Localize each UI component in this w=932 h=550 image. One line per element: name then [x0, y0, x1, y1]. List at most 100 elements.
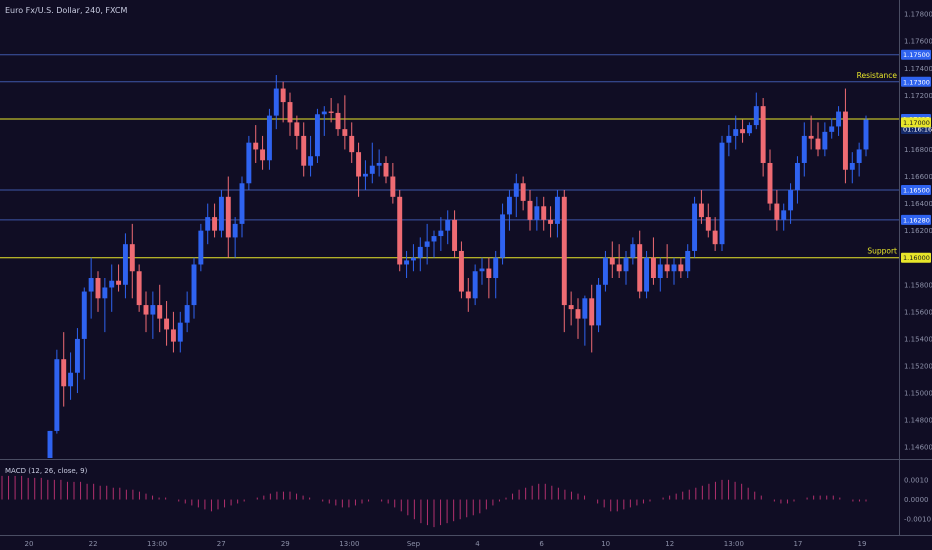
candle-body — [746, 125, 752, 134]
candle-body — [369, 165, 375, 174]
candle-body — [568, 305, 574, 310]
candle-body — [664, 264, 670, 272]
candle-body — [417, 246, 423, 258]
macd-tick-label: -0.0010 — [904, 516, 931, 524]
candle-body — [829, 126, 835, 132]
candle-body — [534, 206, 540, 220]
candle-body — [280, 88, 286, 103]
candle-body — [630, 244, 636, 258]
candle-body — [88, 278, 94, 292]
candle-body — [849, 162, 855, 170]
candle-body — [856, 149, 862, 163]
candle-body — [740, 129, 746, 134]
candle-body — [232, 223, 238, 238]
candle-body — [321, 111, 327, 115]
candle-body — [150, 305, 156, 315]
candle-body — [356, 152, 362, 177]
candle-body — [109, 280, 115, 288]
candle-body — [493, 257, 499, 279]
candle-body — [541, 206, 547, 220]
level-price-badge-bg — [901, 185, 931, 196]
candle-body — [719, 142, 725, 245]
price-tick-label: 1.17200 — [904, 92, 932, 100]
macd-histogram — [1, 475, 867, 528]
support-price-badge-bg — [901, 252, 931, 263]
time-tick-label: 13:00 — [724, 540, 744, 548]
candle-body — [438, 230, 444, 237]
candle-body — [486, 268, 492, 279]
candle-body — [294, 122, 300, 136]
candle-body — [143, 305, 149, 315]
resistance-price-badge: 1.17000 — [903, 119, 930, 127]
price-tick-label: 1.17400 — [904, 65, 932, 73]
candle-body — [698, 203, 704, 218]
level-price-badge-bg — [901, 214, 931, 225]
candle-body — [68, 372, 74, 387]
candle-body — [452, 219, 458, 251]
horizontal-levels: Resistance Support — [0, 54, 899, 259]
time-tick-label: 10 — [601, 540, 610, 548]
price-tick-label: 1.16600 — [904, 173, 932, 181]
candle-body — [328, 111, 334, 113]
time-tick-label: 29 — [281, 540, 290, 548]
candle-body — [685, 250, 691, 272]
candle-body — [774, 203, 780, 220]
candle-body — [95, 278, 101, 299]
candle-body — [390, 176, 396, 197]
candle-body — [616, 264, 622, 272]
candle-body — [479, 268, 485, 272]
candle-body — [733, 129, 739, 136]
candle-body — [287, 102, 293, 123]
level-price-badge-bg — [901, 76, 931, 87]
candle-body — [788, 190, 794, 211]
candle-body — [308, 156, 314, 166]
price-axis[interactable]: 1.17800 1.17600 1.17400 1.17200 1.16800 1.166… — [904, 11, 932, 452]
candle-body — [177, 322, 183, 342]
candle-body — [794, 162, 800, 191]
time-tick-label: Sep — [407, 540, 421, 548]
candle-body — [527, 200, 533, 220]
candle-body — [164, 318, 170, 330]
time-tick-label: 13:00 — [147, 540, 167, 548]
candle-body — [225, 196, 231, 238]
time-tick-label: 6 — [539, 540, 544, 548]
candle-body — [513, 183, 519, 197]
time-tick-label: 22 — [89, 540, 98, 548]
time-tick-label: 20 — [25, 540, 34, 548]
candle-body — [657, 264, 663, 279]
price-tick-label: 1.17600 — [904, 38, 932, 46]
time-tick-label: 17 — [793, 540, 802, 548]
candle-body — [122, 244, 128, 285]
candle-body — [136, 271, 142, 306]
support-price-badge: 1.16000 — [903, 254, 930, 262]
candle-body — [548, 219, 554, 224]
candle-body — [205, 217, 211, 231]
level-price-badge: 1.16500 — [903, 187, 930, 195]
candle-body — [554, 196, 560, 224]
price-tick-label: 1.17800 — [904, 11, 932, 19]
candle-body — [637, 244, 643, 292]
macd-axis[interactable]: 0.0010 0.0000 -0.0010 — [904, 476, 931, 523]
candle-body — [74, 338, 80, 373]
candle-body — [678, 264, 684, 272]
candle-body — [404, 260, 410, 265]
level-price-badge: 1.16280 — [903, 216, 930, 224]
level-name-label: Support — [867, 247, 897, 256]
candle-body — [362, 173, 368, 177]
candle-body — [458, 250, 464, 292]
candle-body — [520, 183, 526, 201]
time-tick-label: 27 — [217, 540, 226, 548]
candle-body — [116, 280, 122, 285]
level-name-label: Resistance — [857, 71, 898, 80]
time-tick-label: 13:00 — [339, 540, 359, 548]
price-tick-label: 1.15600 — [904, 308, 932, 316]
price-tick-label: 1.15200 — [904, 362, 932, 370]
time-axis[interactable]: 20 22 13:00 27 29 13:00 Sep 4 6 10 12 13:00 17 19 — [25, 540, 867, 548]
candle-body — [808, 135, 814, 139]
candle-body — [376, 162, 382, 166]
candle-body — [54, 359, 60, 431]
candle-body — [102, 287, 108, 299]
candle-body — [424, 241, 430, 247]
